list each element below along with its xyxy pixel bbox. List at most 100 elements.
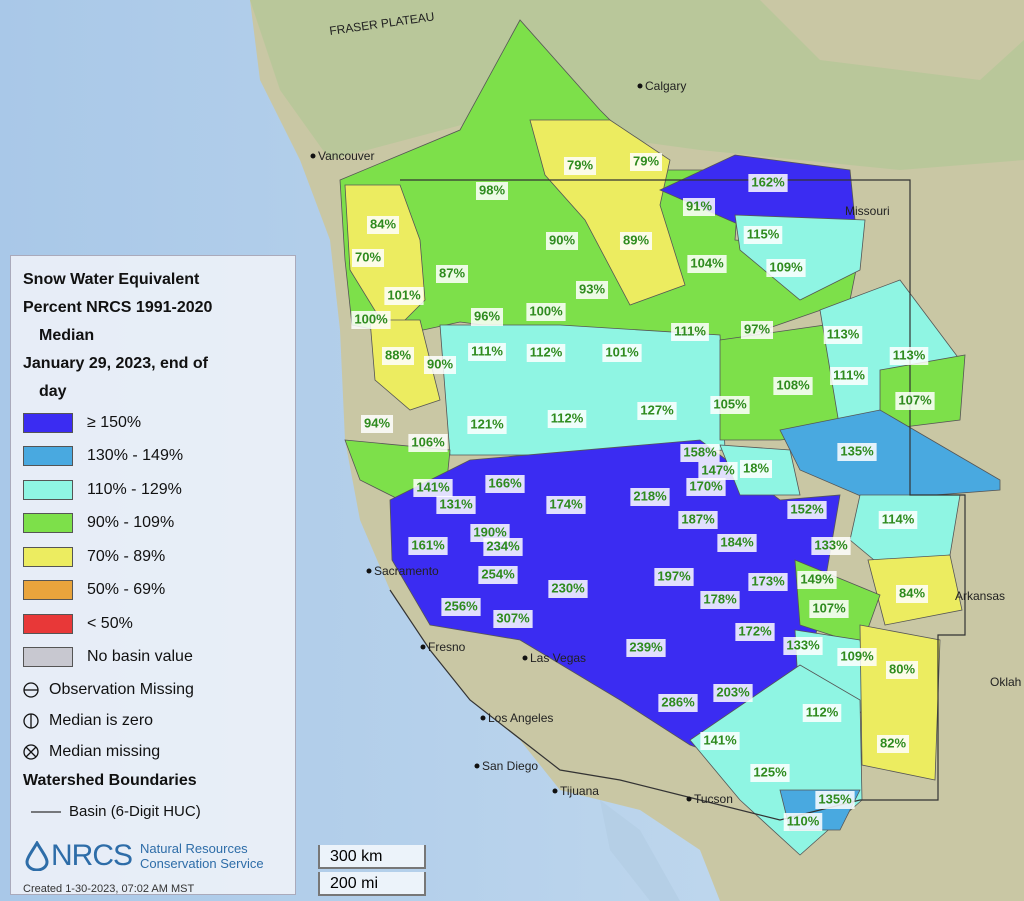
label-box xyxy=(739,460,773,478)
basin-label: 234% xyxy=(483,538,523,556)
swatch xyxy=(23,613,73,634)
basin-value: 114% xyxy=(882,511,915,526)
legend-row: 130% - 149% xyxy=(23,440,283,474)
legend-row: 70% - 89% xyxy=(23,540,283,574)
label-box xyxy=(700,732,740,750)
symbol-mark xyxy=(25,746,37,757)
label-box xyxy=(878,511,918,529)
legend-title-line: Percent NRCS 1991-2020 xyxy=(23,299,213,316)
basin-label: 161% xyxy=(408,537,448,555)
legend-title-line: Median xyxy=(39,327,95,344)
label-box xyxy=(717,534,757,552)
label-box xyxy=(837,648,877,666)
basin-value: 100% xyxy=(529,303,563,318)
legend-label: Median is zero xyxy=(49,711,154,729)
basin-value: 162% xyxy=(751,174,785,189)
logo-line: Natural Resources xyxy=(140,840,248,856)
basin-label: 239% xyxy=(626,639,666,657)
basin-value: 100% xyxy=(354,311,388,326)
place-dot xyxy=(310,153,316,159)
label-box xyxy=(743,226,783,244)
basin-label: 135% xyxy=(837,443,877,461)
basin-value: 115% xyxy=(747,226,780,241)
basin-label: 110% xyxy=(783,813,823,831)
label-box xyxy=(548,580,588,598)
basin-label: 184% xyxy=(717,534,757,552)
basin-value: 125% xyxy=(753,764,787,779)
label-box xyxy=(408,434,448,452)
place-label: Fresno xyxy=(428,640,466,654)
swatch xyxy=(23,479,73,500)
label-box xyxy=(483,538,523,556)
basin-label: 91% xyxy=(682,198,716,216)
basin-value: 184% xyxy=(720,534,754,549)
label-box xyxy=(815,791,855,809)
basin-label: 112% xyxy=(547,410,587,428)
basin-label: 173% xyxy=(748,573,788,591)
legend-title: Snow Water Equivalent Percent NRCS 1991-2… xyxy=(23,266,283,406)
basin-label: 97% xyxy=(740,321,774,339)
land-north xyxy=(250,0,1024,170)
label-box xyxy=(748,573,788,591)
label-box xyxy=(811,537,851,555)
basin-value: 133% xyxy=(814,537,848,552)
boundaries-title: Watershed Boundaries xyxy=(23,772,197,789)
place-dot xyxy=(552,788,558,794)
basin-value: 93% xyxy=(579,281,605,296)
scale-km: 300 km xyxy=(318,845,426,869)
label-box xyxy=(384,287,424,305)
basin-label: 170% xyxy=(686,478,726,496)
basin-label: 135% xyxy=(815,791,855,809)
basin-value: 131% xyxy=(439,496,473,511)
basin-value: 106% xyxy=(411,434,445,449)
legend-row: Observation Missing xyxy=(23,674,283,705)
label-box xyxy=(413,479,453,497)
basin-value: 101% xyxy=(605,344,639,359)
basin-value: 109% xyxy=(840,648,874,663)
label-box xyxy=(626,639,666,657)
label-box xyxy=(876,735,910,753)
basin-label: 230% xyxy=(548,580,588,598)
label-box xyxy=(493,610,533,628)
label-box xyxy=(435,265,469,283)
legend-label: 130% - 149% xyxy=(87,447,184,465)
basin-value: 173% xyxy=(751,573,785,588)
basin-label: 84% xyxy=(366,216,400,234)
label-box xyxy=(678,511,718,529)
basin-value: 112% xyxy=(551,410,584,425)
basin-label: 113% xyxy=(823,326,863,344)
basin-value: 111% xyxy=(833,367,865,382)
basin-value: 84% xyxy=(370,216,396,231)
basin-label: 106% xyxy=(408,434,448,452)
symbol xyxy=(23,681,39,698)
basin-value: 135% xyxy=(818,791,852,806)
basin-label: 114% xyxy=(878,511,918,529)
place-label: Vancouver xyxy=(318,149,374,163)
place-label: Sacramento xyxy=(374,564,439,578)
basin-label: 105% xyxy=(710,396,750,414)
label-box xyxy=(563,157,597,175)
basin-value: 286% xyxy=(661,694,695,709)
legend-label: 70% - 89% xyxy=(87,547,166,565)
legend-row: ≥ 150% xyxy=(23,406,283,440)
basin-value: 110% xyxy=(787,813,820,828)
place-label: Los Angeles xyxy=(488,711,553,725)
logo-drop xyxy=(25,840,49,871)
credit: Created 1-30-2023, 07:02 AM MST xyxy=(23,882,195,895)
basin-value: 96% xyxy=(474,308,500,323)
logo-line: Conservation Service xyxy=(140,855,264,871)
place-dot xyxy=(637,83,643,89)
logo-name: Natural Resources Conservation Service xyxy=(140,841,264,871)
legend-symbols: Observation Missing Median is zero Median … xyxy=(23,674,283,767)
basin-value: 133% xyxy=(786,637,820,652)
basin-label: 256% xyxy=(441,598,481,616)
legend-title-line: day xyxy=(39,383,67,400)
basin-label: 82% xyxy=(876,735,910,753)
label-box xyxy=(750,764,790,782)
basin-label: 94% xyxy=(360,415,394,433)
basin-label: 125% xyxy=(750,764,790,782)
place-label: Arkansas xyxy=(955,589,1005,603)
swatch xyxy=(23,647,73,668)
basin-label: 79% xyxy=(629,153,663,171)
